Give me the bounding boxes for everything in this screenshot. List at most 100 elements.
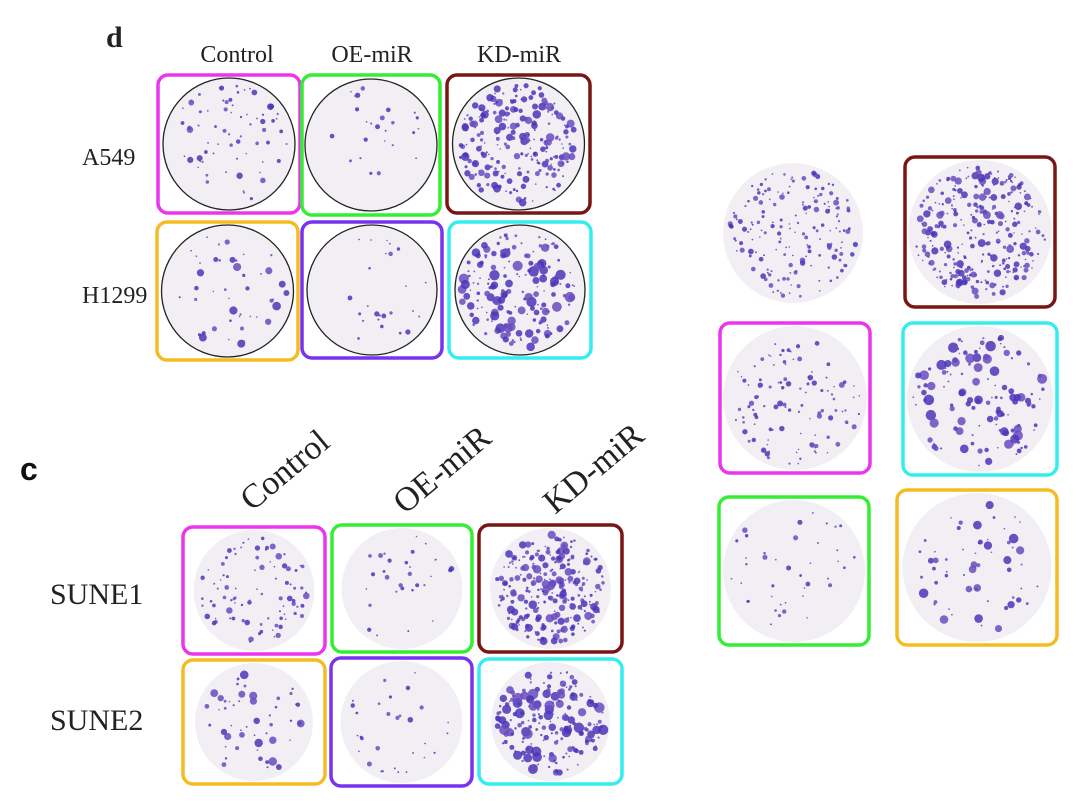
colony	[269, 722, 273, 727]
colony	[827, 201, 830, 203]
colony	[354, 94, 358, 98]
colony	[515, 189, 519, 193]
colony	[953, 266, 955, 269]
colony	[494, 115, 503, 124]
colony	[845, 199, 849, 202]
colony	[753, 423, 756, 426]
colony	[774, 558, 777, 561]
colony	[484, 254, 488, 258]
colony	[991, 204, 997, 210]
colony	[1021, 233, 1023, 235]
colony	[543, 578, 546, 581]
colony	[573, 539, 576, 542]
colony	[508, 612, 511, 615]
colony	[569, 145, 577, 153]
colony	[964, 268, 969, 273]
colony	[541, 725, 547, 730]
colony	[369, 171, 373, 175]
dish	[330, 523, 474, 654]
colony	[990, 551, 993, 554]
colony	[925, 195, 930, 199]
colony	[551, 113, 554, 116]
colony	[518, 108, 523, 113]
colony	[570, 692, 576, 697]
colony	[293, 586, 297, 590]
colony	[580, 600, 588, 608]
colony	[828, 208, 830, 211]
colony	[276, 696, 281, 701]
colony	[567, 575, 574, 582]
colony	[597, 719, 602, 724]
colony	[1005, 276, 1007, 279]
colony	[480, 108, 482, 111]
colony	[567, 716, 576, 724]
colony	[931, 209, 934, 212]
colony	[374, 311, 380, 317]
colony	[991, 177, 999, 186]
colony	[434, 559, 437, 561]
colony	[1005, 178, 1008, 182]
colony	[270, 253, 273, 257]
colony	[502, 742, 505, 745]
colony	[809, 442, 816, 448]
colony	[236, 91, 240, 94]
colony	[248, 640, 252, 643]
colony	[533, 138, 535, 141]
colony	[993, 416, 999, 421]
colony	[601, 581, 605, 585]
colony	[772, 291, 775, 294]
colony	[484, 172, 491, 179]
colony	[733, 214, 738, 219]
colony	[268, 757, 277, 766]
colony	[952, 195, 955, 198]
colony	[570, 596, 575, 601]
colony	[496, 711, 501, 716]
colony	[558, 638, 564, 644]
colony	[1010, 185, 1017, 192]
colony	[545, 103, 555, 112]
colony	[952, 223, 958, 228]
colony	[486, 93, 494, 102]
colony	[746, 599, 750, 603]
colony	[514, 83, 519, 88]
colony	[233, 262, 242, 272]
colony	[531, 262, 534, 265]
colony	[224, 239, 230, 245]
colony	[370, 239, 372, 241]
colony	[417, 127, 420, 130]
colony	[508, 608, 511, 611]
colony	[973, 193, 980, 200]
colony	[219, 579, 222, 581]
colony	[499, 599, 503, 602]
colony	[479, 138, 484, 142]
colony	[985, 501, 994, 510]
colony	[941, 369, 947, 375]
colony	[551, 592, 554, 594]
colony	[540, 733, 543, 737]
colony	[565, 135, 569, 139]
colony	[779, 603, 782, 606]
colony	[842, 229, 846, 232]
colony	[784, 406, 787, 409]
colony	[953, 262, 957, 266]
colony	[476, 299, 479, 302]
colony	[230, 111, 232, 114]
colony	[733, 237, 737, 241]
colony	[974, 395, 983, 405]
colony	[990, 219, 995, 225]
dish	[723, 163, 863, 303]
colony	[772, 202, 777, 207]
colony	[239, 670, 249, 680]
colony	[588, 600, 591, 603]
colony	[563, 617, 570, 623]
column-label: OE-miR	[331, 42, 412, 68]
colony	[761, 215, 765, 219]
colony	[552, 598, 558, 604]
dish	[447, 220, 593, 360]
colony	[944, 197, 952, 204]
colony	[975, 209, 979, 213]
colony	[777, 400, 784, 407]
colony	[194, 297, 198, 302]
colony	[563, 129, 569, 135]
colony	[196, 155, 203, 162]
